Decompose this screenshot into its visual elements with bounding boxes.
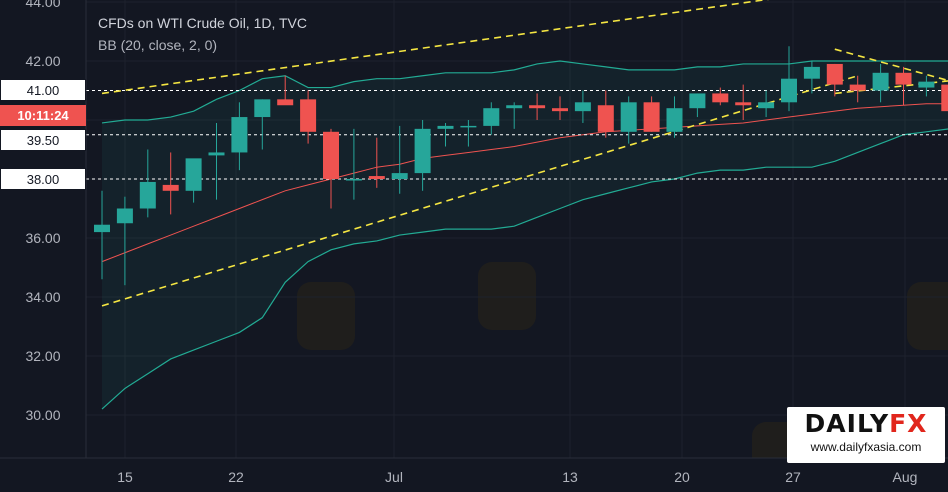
candle-body: [918, 81, 935, 88]
logo-url: www.dailyfxasia.com: [810, 440, 922, 454]
candle-body: [391, 173, 408, 179]
price-label-38: 38.00: [0, 168, 86, 190]
y-tick-label: 32.00: [25, 348, 60, 364]
candle-body: [712, 93, 729, 103]
candle-body: [666, 108, 683, 132]
y-tick-label: 34.00: [25, 289, 60, 305]
countdown-label: 10:11:24: [0, 105, 86, 126]
candle-body: [895, 72, 912, 85]
candle-body: [139, 181, 156, 209]
candle-body: [185, 158, 202, 191]
symbol-title[interactable]: CFDs on WTI Crude Oil, 1D, TVC: [98, 15, 308, 31]
candle-body: [552, 108, 568, 112]
x-axis[interactable]: 15 22 Jul 13 20 27 Aug: [0, 457, 948, 492]
price-label-39-50: 39.50: [0, 129, 86, 151]
candle-body: [460, 125, 477, 128]
bb-basis-line: [101, 103, 948, 263]
candle-body: [231, 117, 248, 153]
candle-body: [781, 78, 797, 103]
candle-body: [758, 102, 775, 109]
candle-body: [277, 99, 294, 106]
candle-body: [116, 208, 133, 224]
x-tick-label: Aug: [893, 469, 918, 485]
wikifx-watermark-logo: [478, 262, 536, 330]
candle-body: [735, 102, 752, 106]
candle-body: [300, 99, 317, 132]
candle-body: [941, 84, 948, 112]
logo-brand: DAILYFX: [804, 409, 928, 438]
candle-body: [849, 84, 866, 91]
price-label-41: 41.00: [0, 79, 86, 101]
candle-body: [437, 125, 454, 129]
y-tick-label: 30.00: [25, 407, 60, 423]
candle-body: [414, 128, 431, 174]
x-tick-label: 22: [228, 469, 244, 485]
trendline: [834, 48, 948, 82]
candle-body: [574, 102, 591, 112]
candle-body: [872, 72, 889, 91]
candle-body: [208, 152, 225, 156]
bb-band-fill: [102, 61, 948, 410]
bollinger-bands: [101, 60, 948, 410]
candle-body: [803, 66, 820, 79]
candle-body: [620, 102, 637, 132]
candle-body: [94, 224, 110, 233]
x-tick-label: 15: [117, 469, 133, 485]
wikifx-watermark-logo: [297, 282, 355, 350]
bb-upper-line: [101, 60, 948, 124]
candlestick-series: [94, 46, 948, 286]
y-tick-label: 42.00: [25, 53, 60, 69]
grid-layer: [86, 0, 948, 458]
candle-body: [254, 99, 271, 118]
chart-legend: CFDs on WTI Crude Oil, 1D, TVC BB (20, c…: [98, 12, 307, 56]
candle-body: [323, 131, 339, 179]
bb-indicator-label[interactable]: BB (20, close, 2, 0): [98, 37, 218, 53]
y-axis-background: [0, 0, 86, 458]
wikifx-watermark-logo: [907, 282, 948, 350]
x-tick-label: Jul: [385, 469, 403, 485]
candle-body: [506, 105, 523, 109]
x-tick-label: 20: [674, 469, 690, 485]
bb-lower-line: [101, 128, 948, 410]
candle-body: [643, 102, 660, 132]
dailyfx-logo: DAILYFX www.dailyfxasia.com: [787, 407, 945, 463]
x-axis-background: [0, 458, 948, 492]
candle-body: [368, 176, 385, 179]
x-tick-label: 27: [785, 469, 801, 485]
candle-body: [483, 108, 500, 126]
y-tick-label: 44.00: [25, 0, 60, 10]
candle-body: [345, 179, 362, 181]
y-tick-label: 36.00: [25, 230, 60, 246]
candle-body: [826, 63, 843, 85]
candle-body: [529, 105, 546, 109]
candle-body: [162, 184, 179, 191]
x-tick-label: 13: [562, 469, 578, 485]
candle-body: [689, 93, 706, 109]
candle-body: [597, 105, 614, 132]
